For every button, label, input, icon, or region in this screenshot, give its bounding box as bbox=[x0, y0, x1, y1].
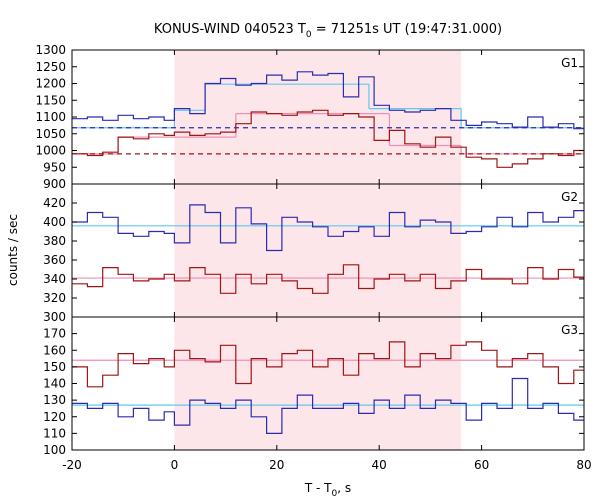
panel-g3 bbox=[72, 341, 584, 434]
y-tick-label: 150 bbox=[43, 360, 66, 374]
plot-frame: 900 950 1000 1050 1100 1150 1200 1250 1300 G1 300 3… bbox=[35, 43, 585, 457]
highlight-shading bbox=[174, 50, 462, 450]
panel-label: G3 bbox=[561, 323, 578, 337]
panel-g2 bbox=[72, 204, 584, 294]
y-tick-label: 1200 bbox=[35, 77, 66, 91]
highlight-interval bbox=[174, 50, 462, 450]
y-tick-label: 170 bbox=[43, 327, 66, 341]
x-tick-label: 40 bbox=[372, 458, 387, 472]
x-tick-label: 80 bbox=[576, 458, 591, 472]
series-blue-g3 bbox=[72, 377, 584, 434]
y-tick-label: 1050 bbox=[35, 127, 66, 141]
y-tick-label: 130 bbox=[43, 393, 66, 407]
y-tick-label: 110 bbox=[43, 426, 66, 440]
x-tick-label: 60 bbox=[474, 458, 489, 472]
y-tick-label: 360 bbox=[43, 253, 66, 267]
y-tick-label: 1300 bbox=[35, 43, 66, 57]
y-tick-label: 1250 bbox=[35, 60, 66, 74]
y-tick-label: 300 bbox=[43, 310, 66, 324]
panel-label: G1 bbox=[561, 56, 578, 70]
series-blue-g1 bbox=[72, 71, 584, 130]
panel-g1 bbox=[72, 71, 584, 168]
x-tick-label: 0 bbox=[171, 458, 179, 472]
y-tick-label: 400 bbox=[43, 215, 66, 229]
y-axis-label: counts / sec bbox=[6, 214, 20, 286]
y-tick-label: 140 bbox=[43, 377, 66, 391]
x-tick-labels: -20 0 20 40 60 80 bbox=[62, 458, 591, 472]
y-tick-label: 950 bbox=[43, 160, 66, 174]
panel-label: G2 bbox=[561, 190, 578, 204]
y-tick-label: 900 bbox=[43, 177, 66, 191]
x-tick-label: -20 bbox=[62, 458, 82, 472]
y-tick-label: 1150 bbox=[35, 93, 66, 107]
chart-title: KONUS-WIND 040523 T0 = 71251s UT (19:47:… bbox=[154, 22, 502, 40]
x-tick-label: 20 bbox=[269, 458, 284, 472]
series-red-g2 bbox=[72, 264, 584, 294]
y-tick-label: 1100 bbox=[35, 110, 66, 124]
series-blue-g2 bbox=[72, 204, 584, 252]
y-tick-label: 320 bbox=[43, 291, 66, 305]
x-axis-label: T - T0, s bbox=[304, 481, 351, 499]
series-red-g1 bbox=[72, 109, 584, 168]
y-tick-label: 340 bbox=[43, 272, 66, 286]
y-tick-label: 420 bbox=[43, 196, 66, 210]
y-tick-label: 1000 bbox=[35, 144, 66, 158]
series-red-g3 bbox=[72, 341, 584, 388]
panels bbox=[72, 71, 584, 434]
y-tick-label: 380 bbox=[43, 234, 66, 248]
y-tick-label: 100 bbox=[43, 443, 66, 457]
y-tick-label: 160 bbox=[43, 343, 66, 357]
y-tick-label: 120 bbox=[43, 410, 66, 424]
